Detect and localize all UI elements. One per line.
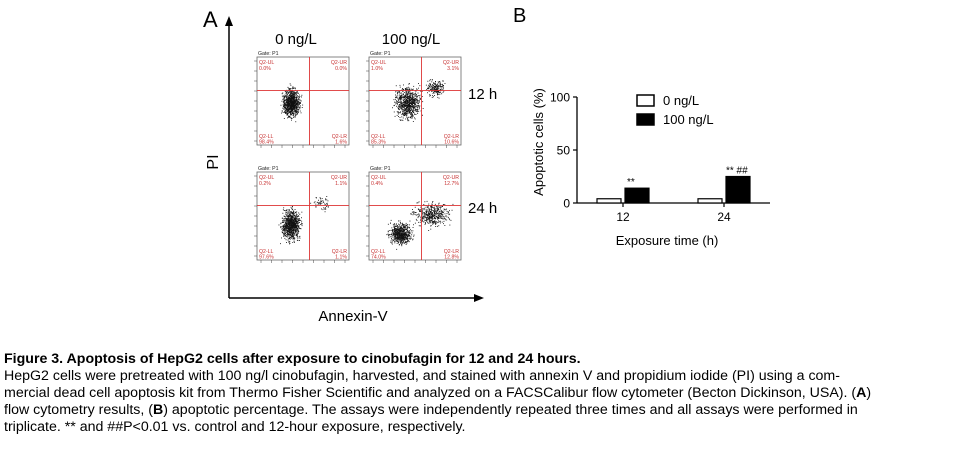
q-ur-value: 1.1% xyxy=(335,181,347,187)
significance-annotation: ** xyxy=(627,177,635,188)
b-y-tick-label: 50 xyxy=(557,144,571,158)
panel-a-label: A xyxy=(203,7,218,32)
q-ul-value: 0.0% xyxy=(259,66,271,72)
legend-swatch xyxy=(636,94,655,107)
b-x-tick-label: 12 xyxy=(616,210,630,224)
row-header-0: 12 h xyxy=(468,86,497,103)
q-ul-name: Q2-UL xyxy=(371,60,386,66)
caption-line-1: HepG2 cells were pretreated with 100 ng/… xyxy=(4,368,840,384)
event-dots xyxy=(392,79,446,122)
q-lr-name: Q2-LR xyxy=(332,134,348,140)
caption-ref-a: A xyxy=(856,385,867,401)
row-header-1: 24 h xyxy=(468,200,497,217)
q-ur-value: 0.0% xyxy=(335,66,347,72)
caption-line-2-text: mercial dead cell apoptosis kit from The… xyxy=(4,385,857,401)
legend-label: 100 ng/L xyxy=(663,112,714,127)
legend-label: 0 ng/L xyxy=(663,93,699,108)
q-ur-name: Q2-UR xyxy=(443,175,459,181)
q-lr-name: Q2-LR xyxy=(444,134,460,140)
q-ul-value: 1.0% xyxy=(371,66,383,72)
bar-treated xyxy=(725,175,751,204)
panel-b-label: B xyxy=(513,5,526,27)
legend-swatch xyxy=(636,113,655,126)
flow-plot: Gate: P1Q2-UL0.2%Q2-UR1.1%Q2-LL97.6%Q2-L… xyxy=(254,166,350,263)
q-ur-name: Q2-UR xyxy=(443,60,459,66)
flow-plot-frame xyxy=(256,171,350,261)
q-ul-name: Q2-UL xyxy=(259,60,274,66)
caption-line-2-close: ) xyxy=(866,385,872,401)
q-ur-name: Q2-UR xyxy=(331,60,347,66)
apoptosis-bar-chart: 0 50 100 12 ** 24 ** ## 0 ng/L 100 ng/L xyxy=(550,91,770,224)
q-ul-name: Q2-UL xyxy=(371,175,386,181)
q-ul-value: 0.4% xyxy=(371,181,383,187)
q-lr-name: Q2-LR xyxy=(332,249,348,255)
caption-line-3-pre: flow cytometry results, ( xyxy=(4,402,153,418)
b-y-tick-label: 100 xyxy=(550,91,570,105)
q-ll-name: Q2-LL xyxy=(371,249,386,255)
caption-line-4: triplicate. ** and ##P<0.01 vs. control … xyxy=(4,419,466,435)
caption-line-2: mercial dead cell apoptosis kit from The… xyxy=(4,385,970,402)
q-ul-name: Q2-UL xyxy=(259,175,274,181)
figure-caption: Figure 3. Apoptosis of HepG2 cells after… xyxy=(4,351,970,436)
caption-title: Figure 3. Apoptosis of HepG2 cells after… xyxy=(4,351,581,367)
q-lr-name: Q2-LR xyxy=(444,249,460,255)
gate-label: Gate: P1 xyxy=(370,166,391,172)
caption-line-3: flow cytometry results, (B) apoptotic pe… xyxy=(4,402,970,419)
q-ur-name: Q2-UR xyxy=(331,175,347,181)
b-y-axis-label: Apoptotic cells (%) xyxy=(531,88,546,196)
bar-control xyxy=(697,198,723,204)
event-dots xyxy=(280,83,304,123)
significance-annotation: ** ## xyxy=(726,166,748,177)
b-x-axis-label: Exposure time (h) xyxy=(616,233,719,248)
q-ll-name: Q2-LL xyxy=(259,134,274,140)
q-ur-value: 3.1% xyxy=(447,66,459,72)
caption-line-3-post: ) apoptotic percentage. The assays were … xyxy=(163,402,858,418)
q-lr-value: 1.6% xyxy=(335,140,347,146)
q-ul-value: 0.2% xyxy=(259,181,271,187)
gate-label: Gate: P1 xyxy=(258,166,279,172)
figure-canvas: A PI Annexin-V 0 ng/L 100 ng/L 12 h 24 h… xyxy=(203,5,770,325)
q-ll-name: Q2-LL xyxy=(259,249,274,255)
q-lr-value: 12.8% xyxy=(444,255,459,261)
annexin-axis-label: Annexin-V xyxy=(318,308,387,325)
b-x-tick-label: 24 xyxy=(717,210,731,224)
flow-cytometry-grid: Gate: P1Q2-UL0.0%Q2-UR0.0%Q2-LL98.4%Q2-L… xyxy=(254,51,462,263)
y-axis-arrowhead xyxy=(225,16,233,26)
q-ll-value: 85.3% xyxy=(371,140,386,146)
q-lr-value: 1.1% xyxy=(335,255,347,261)
q-ll-name: Q2-LL xyxy=(371,134,386,140)
col-header-0: 0 ng/L xyxy=(275,31,317,48)
q-ll-value: 97.6% xyxy=(259,255,274,261)
x-axis-arrowhead xyxy=(474,294,484,302)
flow-plot: Gate: P1Q2-UL0.0%Q2-UR0.0%Q2-LL98.4%Q2-L… xyxy=(254,51,350,148)
col-header-1: 100 ng/L xyxy=(382,31,440,48)
gate-label: Gate: P1 xyxy=(370,51,391,57)
q-ll-value: 74.0% xyxy=(371,255,386,261)
event-dots xyxy=(278,196,329,245)
pi-axis-label: PI xyxy=(205,154,222,169)
q-ll-value: 98.4% xyxy=(259,140,274,146)
b-y-tick-label: 0 xyxy=(563,197,570,211)
bar-control xyxy=(596,198,622,204)
gate-label: Gate: P1 xyxy=(258,51,279,57)
q-lr-value: 10.6% xyxy=(444,140,459,146)
caption-ref-b: B xyxy=(153,402,164,418)
event-dots xyxy=(386,200,454,250)
bar-treated xyxy=(624,187,650,204)
q-ur-value: 12.7% xyxy=(444,181,459,187)
